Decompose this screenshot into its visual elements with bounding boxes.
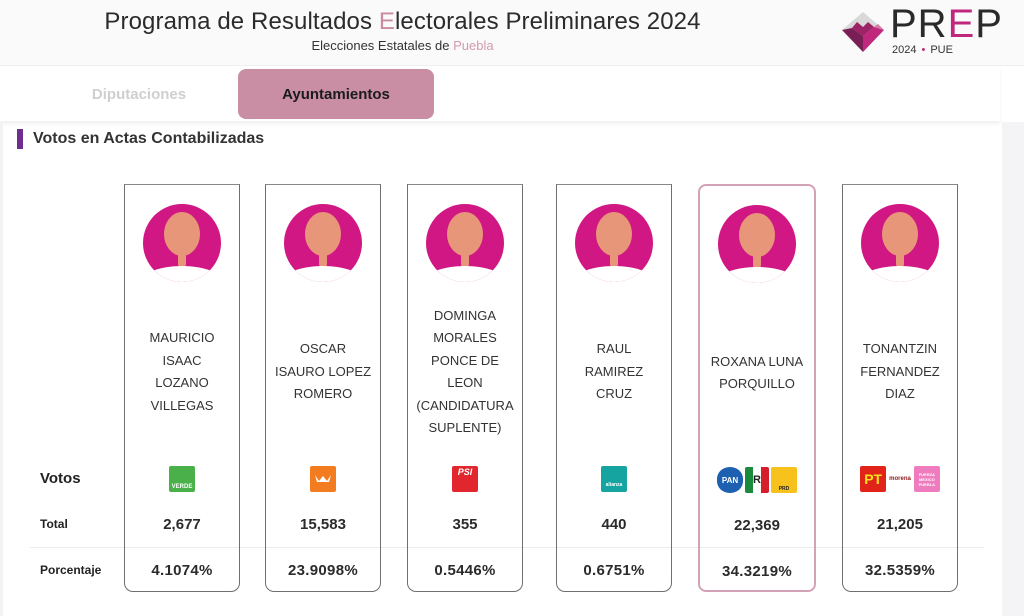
candidate-name: MAURICIO ISAAC LOZANO VILLEGAS [149, 330, 215, 413]
vote-percentage: 34.3219% [722, 563, 792, 580]
tab-diputaciones[interactable]: Diputaciones [91, 85, 187, 103]
prep-logo[interactable]: PREP 2024 • PUE [840, 2, 1010, 58]
vote-total: 22,369 [734, 517, 780, 534]
avatar-placeholder-icon [861, 204, 939, 282]
candidate-card[interactable]: DOMINGA MORALES PONCE DE LEON (CANDIDATURA SU… [407, 184, 523, 592]
psi-party-icon: PSI [452, 466, 478, 492]
vote-percentage: 0.6751% [583, 562, 645, 579]
candidate-card[interactable]: TONANTZIN FERNANDEZ DIAZ PT morena FUERZA … [842, 184, 958, 592]
candidate-name: TONANTZIN FERNANDEZ DIAZ [860, 341, 940, 402]
movimiento-ciudadano-party-icon [310, 466, 336, 492]
prd-party-icon: PRD [771, 467, 797, 493]
avatar-placeholder-icon [284, 204, 362, 282]
candidate-name: ROXANA LUNA PORQUILLO [710, 353, 804, 392]
election-type-tabs: Diputaciones Ayuntamientos [0, 66, 1000, 121]
candidate-card[interactable]: MAURICIO ISAAC LOZANO VILLEGAS VERDE 2,677 … [124, 184, 240, 592]
vote-percentage: 0.5446% [434, 562, 496, 579]
vote-total: 2,677 [163, 516, 201, 533]
vote-percentage: 4.1074% [151, 562, 213, 579]
vote-total: 355 [452, 516, 478, 533]
candidate-name: OSCAR ISAURO LOPEZ ROMERO [274, 341, 372, 402]
party-logos [266, 465, 380, 493]
party-logos: alianza [557, 465, 671, 493]
left-edge [0, 122, 3, 616]
morena-party-icon: morena [889, 476, 911, 482]
pt-party-icon: PT [860, 466, 887, 492]
candidate-card-leading[interactable]: ROXANA LUNA PORQUILLO PAN R PRD 22,369 34… [698, 184, 816, 592]
page-header: Programa de Resultados Electorales Preli… [0, 0, 1024, 66]
party-logos: PSI [408, 465, 522, 493]
vote-percentage: 23.9098% [288, 562, 358, 579]
nueva-alianza-party-icon: alianza [601, 466, 627, 492]
avatar-placeholder-icon [575, 204, 653, 282]
avatar-placeholder-icon [426, 204, 504, 282]
candidate-name: RAUL RAMIREZ CRUZ [584, 341, 644, 402]
prep-diamond-icon [842, 12, 884, 52]
vote-percentage: 32.5359% [865, 562, 935, 579]
vote-total: 440 [601, 516, 627, 533]
party-logos: PT morena FUERZA MEXICO PUEBLA [843, 465, 957, 493]
page-scrollbar[interactable] [1002, 122, 1024, 616]
party-logos: VERDE [125, 465, 239, 493]
pan-party-icon: PAN [717, 467, 743, 493]
party-logos: PAN R PRD [700, 466, 814, 494]
avatar-placeholder-icon [143, 204, 221, 282]
tab-ayuntamientos[interactable]: Ayuntamientos [238, 69, 434, 119]
fuerza-por-mexico-party-icon: FUERZA MEXICO PUEBLA [913, 466, 940, 492]
candidate-card[interactable]: OSCAR ISAURO LOPEZ ROMERO 15,583 23.9098% [265, 184, 381, 592]
row-label-total: Total [40, 517, 68, 531]
section-accent-bar [17, 129, 23, 149]
row-divider [30, 547, 984, 548]
candidate-card[interactable]: RAUL RAMIREZ CRUZ alianza 440 0.6751% [556, 184, 672, 592]
avatar-placeholder-icon [718, 205, 796, 283]
row-label-votos: Votos [40, 470, 81, 487]
candidate-name: DOMINGA MORALES PONCE DE LEON (CANDIDATURA SU… [416, 307, 514, 436]
page-subtitle: Elecciones Estatales de Puebla [311, 38, 494, 53]
vote-total: 15,583 [300, 516, 346, 533]
section-heading: Votos en Actas Contabilizadas [17, 129, 264, 149]
verde-party-icon: VERDE [169, 466, 195, 492]
row-label-porcentaje: Porcentaje [40, 563, 102, 577]
page-title: Programa de Resultados Electorales Preli… [104, 8, 701, 35]
pri-party-icon: R [745, 467, 769, 493]
vote-total: 21,205 [877, 516, 923, 533]
